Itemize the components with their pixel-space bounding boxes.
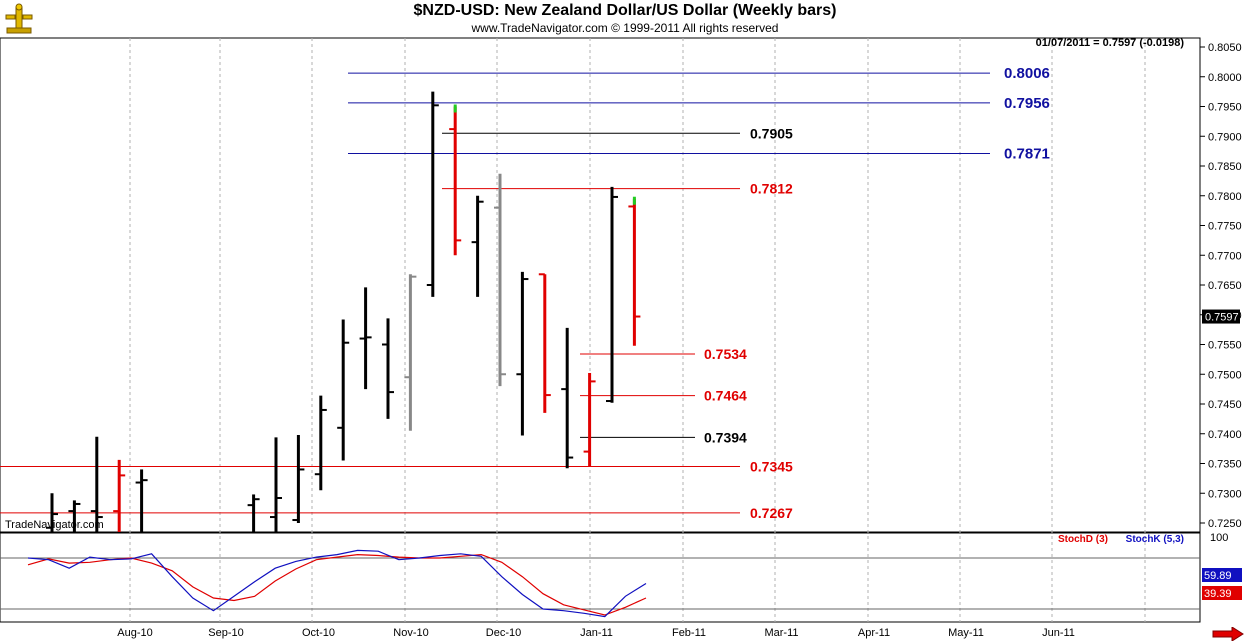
- y-tick-label: 0.7300: [1208, 488, 1242, 500]
- chart-title: $NZD-USD: New Zealand Dollar/US Dollar (…: [413, 2, 837, 19]
- x-tick-label: Feb-11: [672, 627, 706, 639]
- x-tick-label: Dec-10: [486, 627, 521, 639]
- x-tick-label: Sep-10: [208, 627, 243, 639]
- watermark: TradeNavigator.com: [5, 519, 104, 531]
- stochk-value: 59.89: [1204, 570, 1232, 582]
- y-tick-label: 0.8000: [1208, 72, 1242, 84]
- x-tick-label: May-11: [948, 627, 984, 639]
- last-price-box: [1202, 309, 1240, 324]
- y-tick-label: 0.7650: [1208, 280, 1242, 292]
- level-label: 0.7905: [750, 125, 793, 141]
- chart-subtitle: www.TradeNavigator.com © 1999-2011 All r…: [471, 21, 779, 35]
- trade-navigator-logo-icon[interactable]: [4, 3, 34, 35]
- stochd-value-box: [1202, 586, 1242, 600]
- last-price-label: 0.7597: [1205, 312, 1239, 324]
- y-tick-label: 0.7350: [1208, 459, 1242, 471]
- y-tick-label: 0.7250: [1208, 518, 1242, 530]
- y-tick-label: 0.7950: [1208, 102, 1242, 114]
- level-label: 0.7812: [750, 181, 793, 197]
- y-tick-label: 0.7750: [1208, 221, 1242, 233]
- x-tick-label: Jan-11: [580, 627, 613, 639]
- price-panel: [0, 37, 1201, 533]
- stochastic-panel: [0, 532, 1201, 623]
- y-tick-label: 0.7550: [1208, 340, 1242, 352]
- y-tick-label: 0.7700: [1208, 250, 1242, 262]
- level-label: 0.7394: [704, 429, 747, 445]
- level-label: 0.7871: [1004, 146, 1050, 163]
- level-label: 0.8006: [1004, 65, 1050, 82]
- right-arrow-icon[interactable]: [1212, 627, 1244, 641]
- y-tick-label: 0.7900: [1208, 131, 1242, 143]
- y-tick-label: 0.8050: [1208, 42, 1242, 54]
- x-tick-label: Nov-10: [393, 627, 428, 639]
- level-label: 0.7267: [750, 505, 793, 521]
- level-label: 0.7464: [704, 388, 747, 404]
- stochd-value: 39.39: [1204, 588, 1232, 600]
- stochk-line: [27, 549, 647, 618]
- x-tick-label: Oct-10: [302, 627, 335, 639]
- x-tick-label: Apr-11: [858, 627, 890, 639]
- level-label: 0.7345: [750, 458, 793, 474]
- stochk-legend: StochK (5,3): [1126, 534, 1184, 545]
- stoch-top-label: 100: [1210, 532, 1228, 544]
- y-tick-label: 0.7450: [1208, 399, 1242, 411]
- x-tick-label: Aug-10: [117, 627, 152, 639]
- stochd-line: [27, 553, 647, 616]
- stochd-legend: StochD (3): [1058, 534, 1108, 545]
- x-tick-label: Mar-11: [764, 627, 798, 639]
- level-label: 0.7956: [1004, 95, 1050, 112]
- x-tick-label: Jun-11: [1042, 627, 1075, 639]
- y-tick-label: 0.7850: [1208, 161, 1242, 173]
- y-tick-label: 0.7800: [1208, 191, 1242, 203]
- stochk-value-box: [1202, 568, 1242, 582]
- y-tick-label: 0.7400: [1208, 429, 1242, 441]
- quote-readout: 01/07/2011 = 0.7597 (-0.0198): [1036, 37, 1185, 49]
- level-label: 0.7534: [704, 346, 747, 362]
- y-tick-label: 0.7500: [1208, 369, 1242, 381]
